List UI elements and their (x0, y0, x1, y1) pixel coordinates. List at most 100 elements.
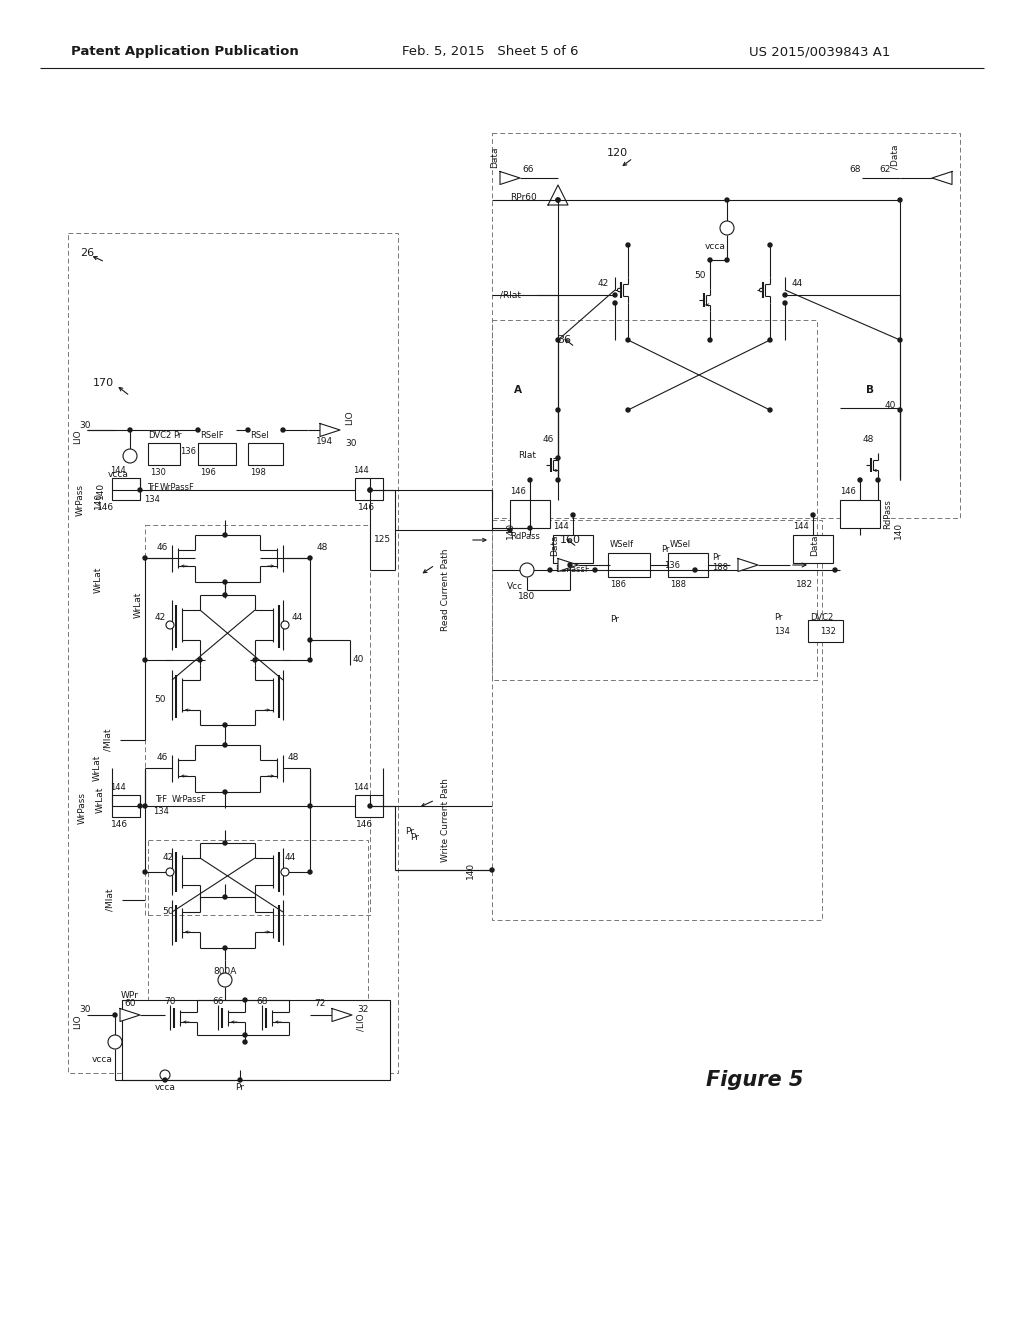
Circle shape (138, 488, 142, 492)
Text: RdPass: RdPass (510, 532, 540, 541)
Text: 42: 42 (597, 279, 608, 288)
Text: 140: 140 (894, 521, 902, 539)
Circle shape (223, 743, 227, 747)
Text: A: A (514, 385, 522, 395)
Circle shape (556, 338, 560, 342)
Text: 146: 146 (840, 487, 856, 496)
Bar (112, 478, 140, 500)
Text: 30: 30 (345, 438, 356, 447)
Text: 42: 42 (163, 854, 174, 862)
Text: Pr: Pr (411, 833, 420, 842)
Text: 36: 36 (557, 335, 571, 345)
Circle shape (768, 408, 772, 412)
Text: RSelF: RSelF (200, 432, 223, 440)
Text: 146: 146 (358, 503, 376, 512)
Text: 48: 48 (316, 544, 328, 553)
Circle shape (368, 488, 372, 492)
Text: 144: 144 (353, 783, 369, 792)
Text: 46: 46 (157, 544, 168, 553)
Circle shape (833, 568, 837, 572)
Polygon shape (558, 558, 578, 572)
Circle shape (123, 449, 137, 463)
Text: 50: 50 (694, 271, 706, 280)
Circle shape (613, 293, 617, 297)
Text: 140: 140 (506, 521, 514, 539)
Circle shape (528, 478, 532, 482)
Text: 130: 130 (150, 469, 166, 477)
Circle shape (281, 869, 289, 876)
Text: TrF: TrF (147, 483, 159, 492)
Polygon shape (738, 558, 758, 572)
Bar (198, 444, 236, 465)
Text: 44: 44 (292, 614, 303, 623)
Text: 144: 144 (553, 521, 568, 531)
Circle shape (858, 478, 862, 482)
Text: 72: 72 (314, 998, 326, 1007)
Circle shape (243, 998, 247, 1002)
Text: /Mlat: /Mlat (105, 888, 115, 911)
Text: 182: 182 (797, 579, 813, 589)
Text: 70: 70 (164, 998, 176, 1006)
Circle shape (617, 288, 621, 292)
Text: vcca: vcca (155, 1084, 175, 1093)
Text: 32: 32 (357, 1006, 369, 1015)
Circle shape (811, 513, 815, 517)
Circle shape (490, 869, 494, 873)
Circle shape (281, 428, 285, 432)
Text: 170: 170 (92, 378, 114, 388)
Text: 146: 146 (510, 487, 526, 496)
Circle shape (548, 568, 552, 572)
Circle shape (508, 528, 512, 532)
Text: Read Current Path: Read Current Path (440, 549, 450, 631)
Text: Rlat: Rlat (518, 450, 536, 459)
Text: 46: 46 (543, 436, 554, 445)
Circle shape (725, 198, 729, 202)
Circle shape (223, 895, 227, 899)
Circle shape (160, 1071, 170, 1080)
Bar (553, 535, 593, 564)
Bar (145, 525, 370, 915)
Bar (608, 553, 650, 577)
Text: 160: 160 (560, 535, 581, 545)
Circle shape (556, 198, 560, 202)
Bar (492, 133, 961, 517)
Circle shape (898, 198, 902, 202)
Circle shape (308, 870, 312, 874)
Text: 188: 188 (670, 579, 686, 589)
Text: Pr: Pr (712, 553, 721, 562)
Text: WrLat: WrLat (95, 787, 104, 813)
Polygon shape (120, 1008, 140, 1022)
Text: RPr60: RPr60 (510, 193, 537, 202)
Text: Data: Data (490, 147, 500, 168)
Text: 50: 50 (162, 908, 174, 916)
Circle shape (223, 946, 227, 950)
Circle shape (528, 525, 532, 531)
Text: 144: 144 (793, 521, 809, 531)
Circle shape (143, 556, 147, 560)
Bar (492, 319, 817, 680)
Circle shape (143, 870, 147, 874)
Text: Pr: Pr (236, 1084, 245, 1093)
Text: DVC2: DVC2 (148, 432, 171, 440)
Text: 50: 50 (155, 696, 166, 705)
Text: Patent Application Publication: Patent Application Publication (71, 45, 299, 58)
Circle shape (626, 243, 630, 247)
Circle shape (143, 657, 147, 663)
Text: WrLat: WrLat (93, 566, 102, 593)
Circle shape (223, 723, 227, 727)
Text: 48: 48 (862, 436, 873, 445)
Circle shape (720, 220, 734, 235)
Bar (148, 840, 368, 1071)
Bar (68, 234, 398, 1073)
Text: 66: 66 (522, 165, 534, 173)
Circle shape (593, 568, 597, 572)
Text: WPr: WPr (121, 990, 139, 999)
Circle shape (768, 243, 772, 247)
Text: vcca: vcca (705, 242, 725, 251)
Text: 62: 62 (880, 165, 891, 173)
Circle shape (308, 556, 312, 560)
Text: 146: 146 (97, 503, 115, 512)
Text: B: B (866, 385, 874, 395)
Text: RdPassF: RdPassF (555, 565, 590, 574)
Circle shape (626, 408, 630, 412)
